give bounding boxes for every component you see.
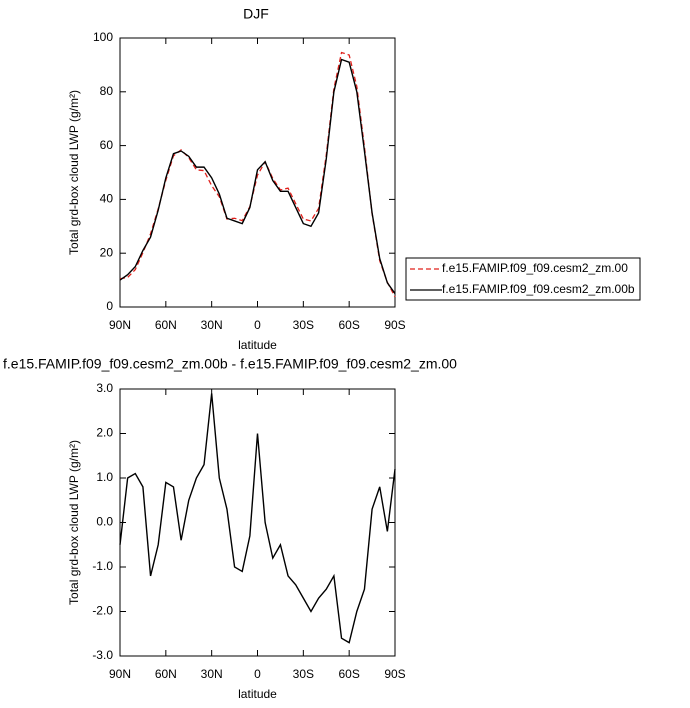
x-tick-label: 0 [254,667,261,681]
legend-box [405,257,641,301]
y-tick-label: 100 [93,30,113,44]
y-tick-label: 1.0 [96,470,113,484]
y-tick-label: 2.0 [96,426,113,440]
x-axis-label: latitude [238,687,277,701]
x-tick-label: 30S [293,667,314,681]
y-tick-label: 80 [100,84,114,98]
chart-title: DJF [243,6,269,22]
x-tick-label: 60N [155,667,177,681]
y-tick-label: 0.0 [96,515,113,529]
y-tick-label: 20 [100,245,114,259]
x-tick-label: 60S [338,667,359,681]
y-tick-label: -1.0 [92,559,113,573]
x-tick-label: 60N [155,318,177,332]
x-tick-label: 30S [293,318,314,332]
data-line [119,51,396,298]
y-tick-label: 40 [100,192,114,206]
y-tick-label: -2.0 [92,604,113,618]
x-tick-label: 30N [201,318,223,332]
y-tick-label: 0 [106,299,113,313]
x-tick-label: 30N [201,667,223,681]
legend-label: f.e15.FAMIP.f09_f09.cesm2_zm.00 [442,261,628,275]
x-axis-label: latitude [238,338,277,352]
x-tick-label: 0 [254,318,261,332]
x-tick-label: 90S [384,667,405,681]
x-tick-label: 90N [109,318,131,332]
legend-label: f.e15.FAMIP.f09_f09.cesm2_zm.00b [442,282,635,296]
chart-title: f.e15.FAMIP.f09_f09.cesm2_zm.00b - f.e15… [3,356,457,372]
data-line [119,58,396,294]
y-tick-label: -3.0 [92,648,113,662]
x-tick-label: 90N [109,667,131,681]
y-axis-label: Total grd-box cloud LWP (g/m²) [67,440,81,605]
x-tick-label: 90S [384,318,405,332]
y-tick-label: 60 [100,138,114,152]
y-tick-label: 3.0 [96,381,113,395]
data-line [119,393,396,644]
y-axis-label: Total grd-box cloud LWP (g/m²) [67,90,81,255]
x-tick-label: 60S [338,318,359,332]
